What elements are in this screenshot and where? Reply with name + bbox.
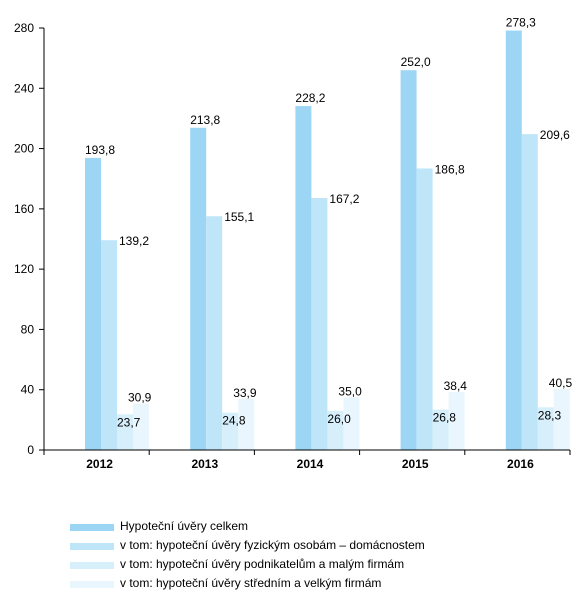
bar bbox=[311, 198, 328, 450]
y-tick-label: 40 bbox=[21, 383, 35, 397]
data-label: 23,7 bbox=[117, 415, 141, 429]
x-axis: 2012 2013 2014 2015 2016 bbox=[43, 449, 571, 471]
bar bbox=[400, 70, 417, 450]
data-label: 26,0 bbox=[327, 412, 351, 426]
bar bbox=[432, 409, 449, 450]
data-label: 278,3 bbox=[506, 16, 536, 30]
data-label: 35,0 bbox=[338, 384, 362, 398]
data-label: 213,8 bbox=[190, 113, 220, 127]
data-label: 139,2 bbox=[119, 234, 149, 248]
bar bbox=[85, 157, 101, 450]
data-label: 186,8 bbox=[435, 162, 465, 176]
data-label: 33,9 bbox=[233, 386, 257, 400]
bar bbox=[416, 168, 433, 451]
legend-label: Hypoteční úvěry celkem bbox=[120, 519, 249, 533]
bar bbox=[521, 134, 538, 451]
x-category-label: 2015 bbox=[402, 457, 429, 471]
legend-swatch bbox=[70, 524, 114, 531]
data-label: 38,4 bbox=[444, 379, 468, 393]
bar bbox=[238, 398, 255, 450]
bar bbox=[222, 412, 239, 450]
legend-label: v tom: hypoteční úvěry fyzickým osobám –… bbox=[120, 538, 425, 552]
y-tick-label: 0 bbox=[27, 443, 34, 457]
data-label: 28,3 bbox=[538, 408, 562, 422]
data-label: 155,1 bbox=[224, 210, 254, 224]
y-tick-label: 160 bbox=[14, 202, 34, 216]
bar bbox=[190, 127, 207, 450]
data-label: 26,8 bbox=[433, 411, 457, 425]
legend-swatch bbox=[70, 543, 114, 550]
bar bbox=[448, 392, 465, 450]
y-tick-label: 200 bbox=[14, 142, 34, 156]
bar bbox=[343, 397, 360, 450]
data-label: 40,5 bbox=[549, 376, 573, 390]
x-category-label: 2016 bbox=[507, 457, 534, 471]
legend-swatch bbox=[70, 581, 114, 588]
data-label: 228,2 bbox=[295, 91, 325, 105]
bar bbox=[133, 403, 149, 450]
data-label: 30,9 bbox=[128, 390, 152, 404]
data-label: 193,8 bbox=[85, 143, 115, 157]
bar bbox=[295, 106, 312, 450]
data-label: 24,8 bbox=[222, 414, 246, 428]
legend-swatch bbox=[70, 562, 114, 569]
x-category-label: 2013 bbox=[191, 457, 218, 471]
y-tick-label: 80 bbox=[21, 322, 35, 336]
y-axis: 0 40 80 120 160 200 240 280 bbox=[14, 21, 45, 457]
x-category-label: 2012 bbox=[86, 457, 113, 471]
y-tick-label: 240 bbox=[14, 81, 34, 95]
bars: 193,8 139,2 23,7 30,9 213,8 155,1 24,8 33,9 228,… bbox=[85, 16, 573, 451]
bar bbox=[553, 388, 570, 450]
bar-chart: 0 40 80 120 160 200 240 280 193,8 139,2 23,7 30,9 2… bbox=[14, 16, 573, 471]
y-tick-label: 280 bbox=[14, 21, 34, 35]
data-label: 167,2 bbox=[329, 192, 359, 206]
data-label: 209,6 bbox=[540, 128, 570, 142]
bar bbox=[101, 240, 117, 450]
legend-label: v tom: hypoteční úvěry podnikatelům a ma… bbox=[120, 557, 405, 571]
y-tick-label: 120 bbox=[14, 262, 34, 276]
bar bbox=[505, 30, 522, 451]
bar bbox=[327, 410, 344, 450]
bar bbox=[206, 216, 223, 450]
legend-label: v tom: hypoteční úvěry středním a velkým… bbox=[120, 576, 382, 590]
bar bbox=[537, 407, 554, 450]
bar bbox=[117, 414, 133, 450]
data-label: 252,0 bbox=[401, 55, 431, 69]
x-category-label: 2014 bbox=[297, 457, 324, 471]
